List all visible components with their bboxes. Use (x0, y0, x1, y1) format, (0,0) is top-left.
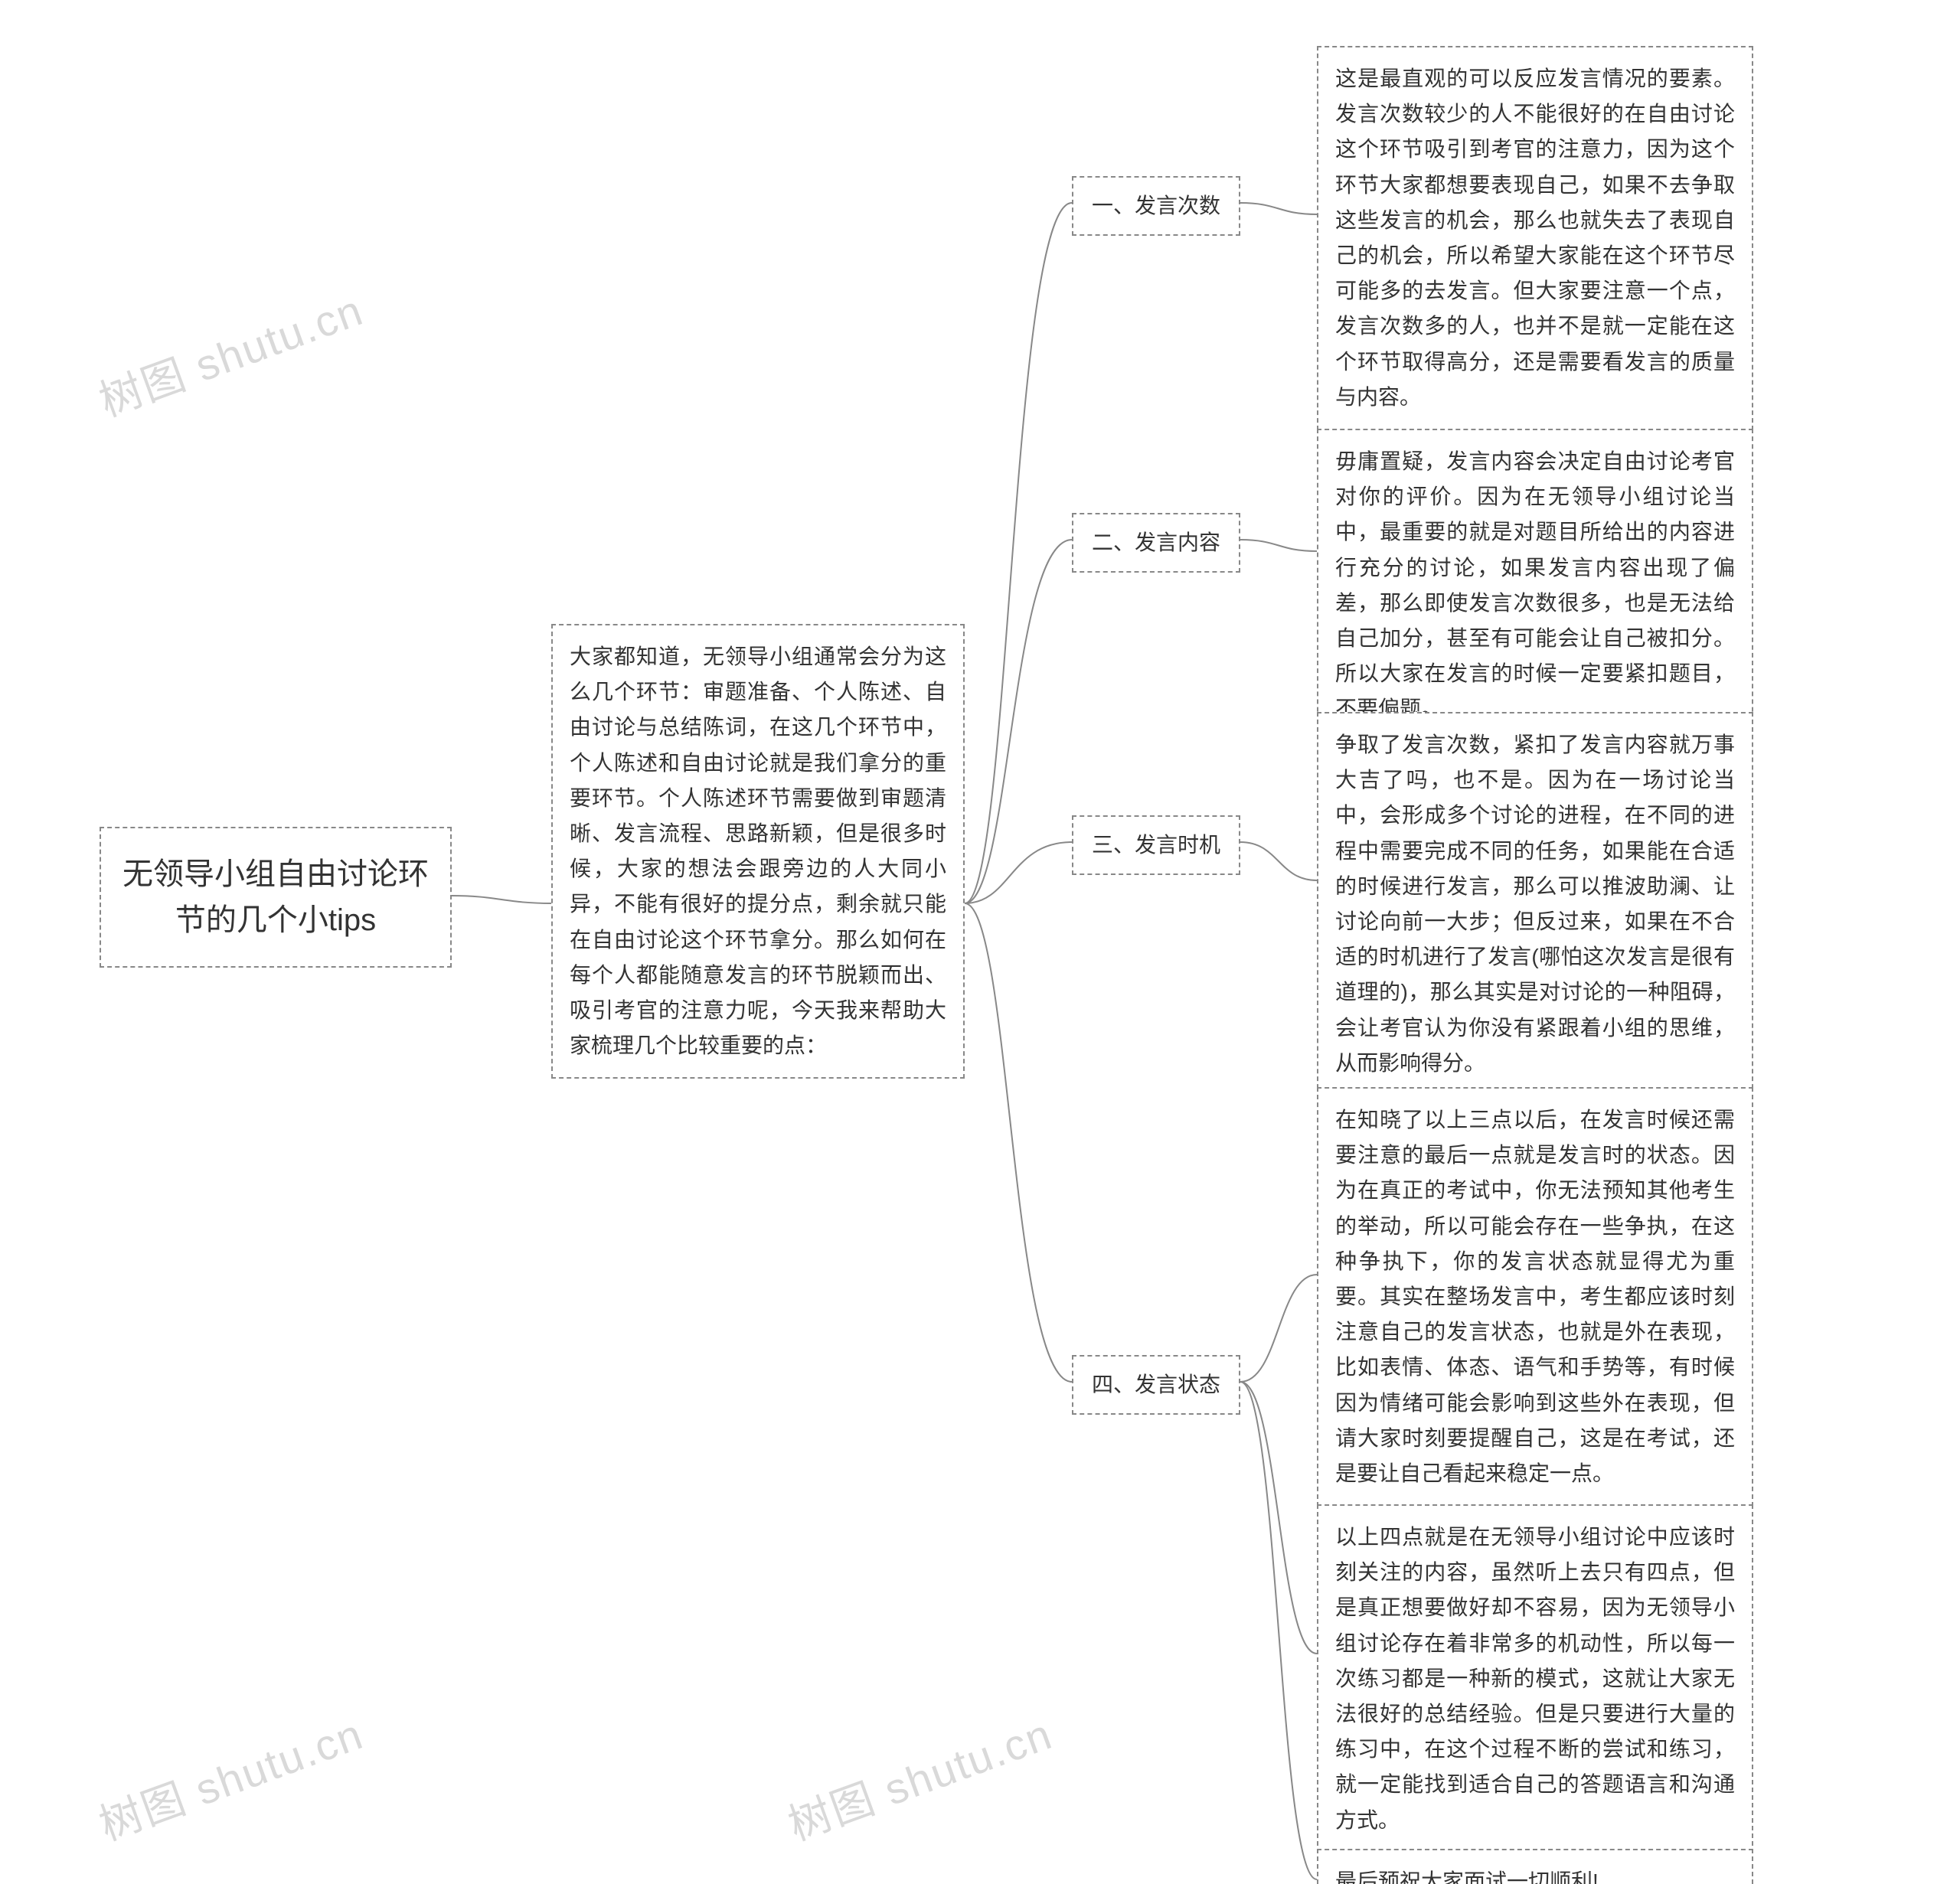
branch-detail-text: 以上四点就是在无领导小组讨论中应该时刻关注的内容，虽然听上去只有四点，但是真正想… (1335, 1525, 1735, 1832)
branch-label-text: 一、发言次数 (1092, 194, 1220, 217)
branch-detail-text: 在知晓了以上三点以后，在发言时候还需要注意的最后一点就是发言时的状态。因为在真正… (1335, 1108, 1735, 1485)
branch-label-text: 二、发言内容 (1092, 531, 1220, 554)
branch-detail-text: 最后预祝大家面试一切顺利! (1335, 1869, 1599, 1884)
watermark: 树图 shutu.cn (90, 1700, 371, 1853)
branch-label-text: 三、发言时机 (1092, 833, 1220, 857)
branch-label-2: 二、发言内容 (1072, 513, 1240, 573)
branch-label-1: 一、发言次数 (1072, 176, 1240, 236)
branch-label-4: 四、发言状态 (1072, 1355, 1240, 1415)
branch-detail-3: 争取了发言次数，紧扣了发言内容就万事大吉了吗，也不是。因为在一场讨论当中，会形成… (1317, 712, 1753, 1096)
root-text: 无领导小组自由讨论环节的几个小tips (122, 857, 429, 937)
branch-label-text: 四、发言状态 (1092, 1373, 1220, 1396)
branch-detail-1: 这是最直观的可以反应发言情况的要素。发言次数较少的人不能很好的在自由讨论这个环节… (1317, 46, 1753, 430)
branch-detail-text: 毋庸置疑，发言内容会决定自由讨论考官对你的评价。因为在无领导小组讨论当中，最重要… (1335, 449, 1735, 720)
branch-detail-2: 毋庸置疑，发言内容会决定自由讨论考官对你的评价。因为在无领导小组讨论当中，最重要… (1317, 429, 1753, 743)
branch-detail-text: 争取了发言次数，紧扣了发言内容就万事大吉了吗，也不是。因为在一场讨论当中，会形成… (1335, 733, 1735, 1075)
branch-detail-text: 这是最直观的可以反应发言情况的要素。发言次数较少的人不能很好的在自由讨论这个环节… (1335, 67, 1735, 409)
mindmap-canvas: 树图 shutu.cn 树图 shutu.cn 树图 shutu.cn 树图 s… (0, 0, 1960, 1884)
branch-label-3: 三、发言时机 (1072, 815, 1240, 875)
root-node: 无领导小组自由讨论环节的几个小tips (100, 827, 452, 968)
intro-text: 大家都知道，无领导小组通常会分为这么几个环节：审题准备、个人陈述、自由讨论与总结… (570, 645, 946, 1057)
watermark: 树图 shutu.cn (779, 1700, 1060, 1853)
intro-node: 大家都知道，无领导小组通常会分为这么几个环节：审题准备、个人陈述、自由讨论与总结… (551, 624, 965, 1079)
branch-detail-4b: 以上四点就是在无领导小组讨论中应该时刻关注的内容，虽然听上去只有四点，但是真正想… (1317, 1504, 1753, 1853)
branch-detail-4a: 在知晓了以上三点以后，在发言时候还需要注意的最后一点就是发言时的状态。因为在真正… (1317, 1087, 1753, 1507)
watermark: 树图 shutu.cn (90, 276, 371, 429)
branch-detail-4c: 最后预祝大家面试一切顺利! (1317, 1849, 1753, 1884)
